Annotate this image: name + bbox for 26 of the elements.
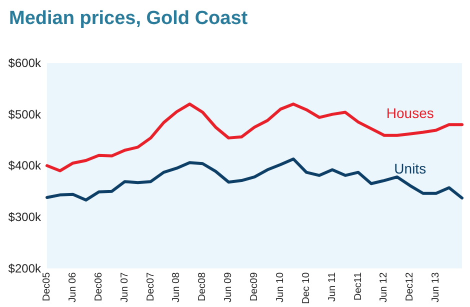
series-label: Houses	[386, 104, 434, 121]
x-tick-label: Dec11	[352, 272, 364, 300]
x-tick-label: Dec07	[145, 272, 156, 302]
x-tick-label: Dec 10	[300, 272, 312, 304]
x-tick-label: Dec12	[404, 272, 416, 302]
y-tick-label: $300k	[8, 210, 42, 224]
x-tick-label: Jun 10	[274, 272, 286, 302]
x-tick-label: Jun 12	[378, 272, 390, 302]
y-tick-label: $400k	[8, 158, 42, 173]
x-tick-label: Jun 09	[223, 272, 234, 302]
x-tick-label: Jun 06	[67, 272, 78, 302]
x-tick-label: Jun 13	[430, 272, 442, 302]
x-tick-label: Jun 11	[326, 272, 338, 302]
x-tick-label: Jun 08	[171, 272, 182, 302]
x-tick-label: Dec05	[42, 272, 52, 302]
y-tick-label: $600k	[8, 56, 42, 70]
x-tick-label: Jun 07	[119, 272, 130, 302]
series-label: Units	[394, 160, 426, 177]
line-series	[46, 102, 464, 172]
y-tick-label: $200k	[8, 261, 42, 276]
line-series	[46, 157, 464, 202]
chart-title: Median prices, Gold Coast	[9, 8, 248, 29]
y-tick-label: $500k	[8, 107, 42, 122]
x-tick-label: Dec08	[197, 272, 208, 302]
x-tick-label: Dec06	[93, 272, 104, 302]
x-tick-label: Dec09	[249, 272, 260, 302]
